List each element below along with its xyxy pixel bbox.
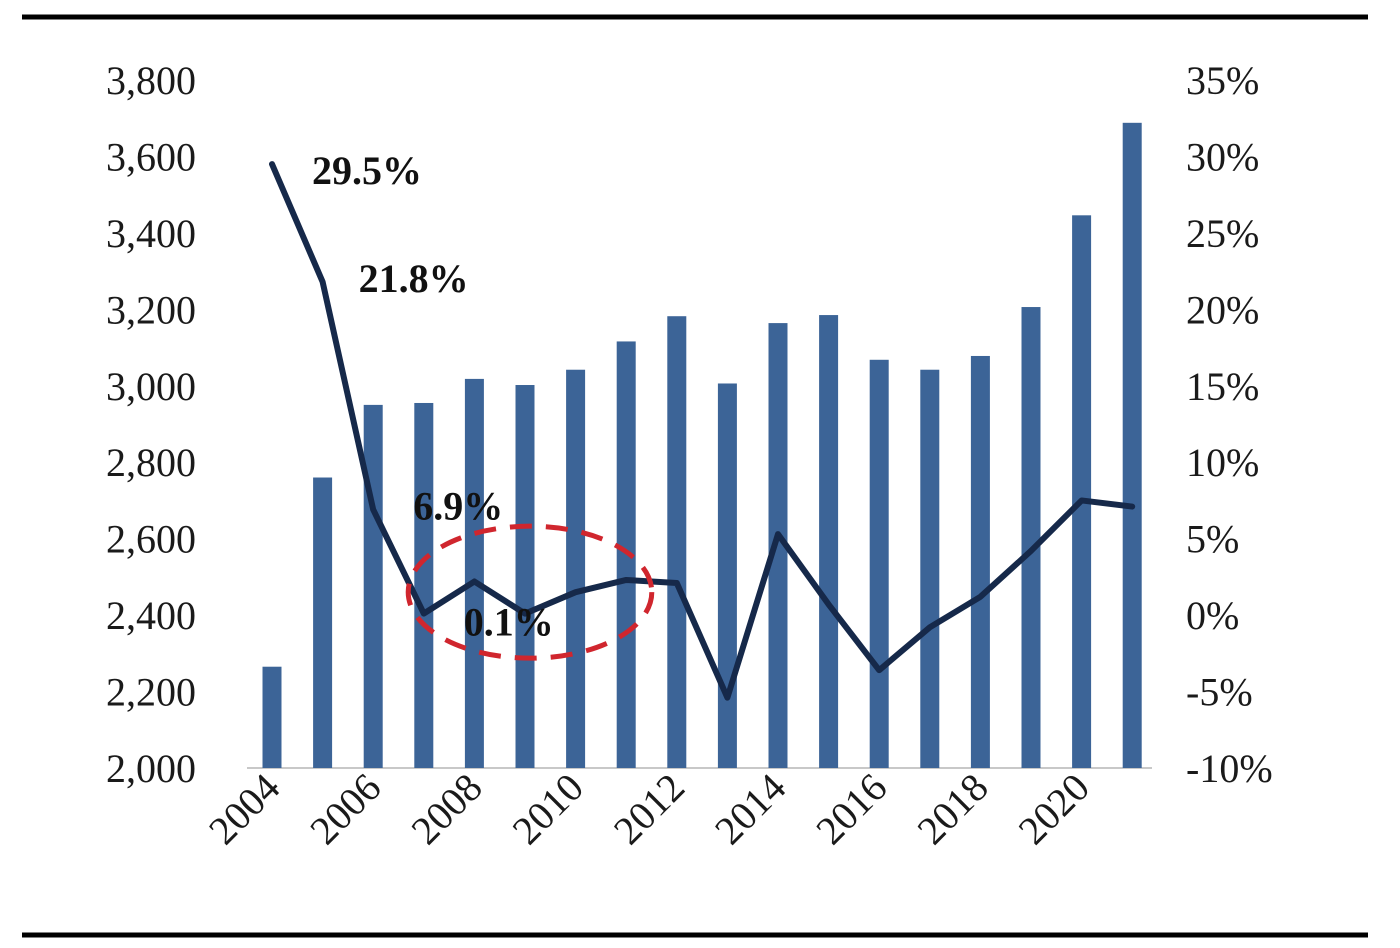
bar-2008 <box>464 378 484 768</box>
y-right-tick-label: -5% <box>1186 670 1253 715</box>
annotation-label: 6.9% <box>413 484 503 529</box>
y-right-tick-label: 0% <box>1186 593 1239 638</box>
bar-series <box>262 122 1142 769</box>
bar-2012 <box>667 316 687 768</box>
y-left-tick-label: 2,200 <box>106 670 196 715</box>
x-axis: 2004 2006 2008 2010 2012 2014 2016 2018 2020 <box>200 765 1098 853</box>
x-tick-label: 2010 <box>504 765 592 853</box>
bar-2005 <box>313 477 333 768</box>
x-tick-label: 2016 <box>807 765 895 853</box>
x-tick-label: 2020 <box>1010 765 1098 853</box>
y-right-axis: -10% -5% 0% 5% 10% 15% 20% 25% 30% 35% <box>1186 58 1273 791</box>
x-tick-label: 2008 <box>402 765 490 853</box>
annotation-label: 0.1% <box>464 600 554 645</box>
y-right-tick-label: 35% <box>1186 58 1259 103</box>
y-left-tick-label: 3,200 <box>106 287 196 332</box>
bar-2006 <box>363 404 383 768</box>
y-left-tick-label: 3,000 <box>106 364 196 409</box>
bar-2007 <box>414 402 434 768</box>
y-left-axis: 2,000 2,200 2,400 2,600 2,800 3,000 3,200 3,400… <box>106 58 196 791</box>
bar-2010 <box>566 369 586 768</box>
x-tick-label: 2014 <box>706 765 794 853</box>
y-right-tick-label: 5% <box>1186 517 1239 562</box>
bar-2015 <box>819 315 839 768</box>
x-tick-label: 2018 <box>908 765 996 853</box>
bar-2016 <box>869 359 889 768</box>
bar-2020 <box>1072 215 1092 769</box>
y-right-tick-label: 20% <box>1186 287 1259 332</box>
bar-2009 <box>515 385 535 768</box>
y-left-tick-label: 2,000 <box>106 746 196 791</box>
annotation-label: 29.5% <box>312 148 422 193</box>
y-right-tick-label: 15% <box>1186 364 1259 409</box>
annotation-label: 21.8% <box>359 256 469 301</box>
y-left-tick-label: 3,600 <box>106 134 196 179</box>
growth-rate-line <box>269 161 1136 701</box>
y-right-tick-label: 10% <box>1186 440 1259 485</box>
y-right-tick-label: 25% <box>1186 211 1259 256</box>
bar-2014 <box>768 323 788 768</box>
highlight-ellipse <box>405 523 655 661</box>
bar-2019 <box>1021 307 1041 768</box>
y-left-tick-label: 3,800 <box>106 58 196 103</box>
highlight <box>405 523 655 661</box>
x-tick-label: 2004 <box>200 765 288 853</box>
bar-2013 <box>717 383 737 768</box>
bar-2004 <box>262 666 282 768</box>
y-right-tick-label: 30% <box>1186 134 1259 179</box>
bar-2018 <box>970 355 990 768</box>
y-left-tick-label: 2,800 <box>106 440 196 485</box>
y-left-tick-label: 2,600 <box>106 517 196 562</box>
x-tick-label: 2012 <box>605 765 693 853</box>
y-left-tick-label: 3,400 <box>106 211 196 256</box>
annotations: 29.5% 21.8% 6.9% 0.1% <box>312 148 554 644</box>
y-left-tick-label: 2,400 <box>106 593 196 638</box>
line-series <box>269 161 1136 701</box>
bar-2021 <box>1122 122 1142 768</box>
x-tick-label: 2006 <box>301 765 389 853</box>
bar-2017 <box>920 369 940 768</box>
y-right-tick-label: -10% <box>1186 746 1273 791</box>
